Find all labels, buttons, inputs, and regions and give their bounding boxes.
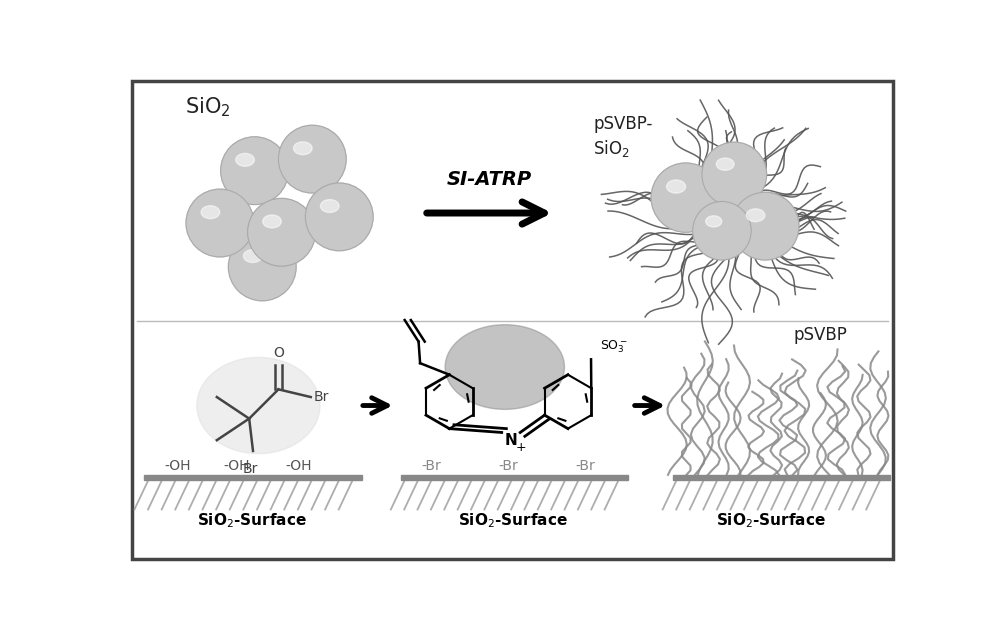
- Ellipse shape: [284, 127, 345, 187]
- Ellipse shape: [201, 206, 220, 218]
- Ellipse shape: [305, 183, 373, 251]
- Ellipse shape: [191, 191, 252, 251]
- Text: SI-ATRP: SI-ATRP: [447, 170, 532, 189]
- Ellipse shape: [657, 165, 719, 227]
- Ellipse shape: [651, 163, 720, 232]
- Ellipse shape: [746, 209, 765, 222]
- Ellipse shape: [223, 137, 288, 202]
- Ellipse shape: [186, 189, 254, 257]
- Text: SiO$_2$-Surface: SiO$_2$-Surface: [458, 511, 567, 530]
- Ellipse shape: [706, 216, 722, 227]
- Ellipse shape: [236, 153, 254, 166]
- Ellipse shape: [281, 126, 346, 191]
- Circle shape: [186, 189, 254, 257]
- Ellipse shape: [311, 184, 372, 246]
- Ellipse shape: [737, 194, 798, 254]
- Text: -Br: -Br: [499, 458, 519, 472]
- Circle shape: [702, 142, 767, 207]
- Text: -OH: -OH: [285, 458, 312, 472]
- Text: -OH: -OH: [164, 458, 191, 472]
- Ellipse shape: [221, 137, 288, 204]
- Text: SiO$_2$: SiO$_2$: [185, 95, 231, 118]
- Ellipse shape: [731, 192, 799, 260]
- Ellipse shape: [278, 125, 346, 193]
- Ellipse shape: [197, 358, 320, 454]
- Text: SiO$_2$-Surface: SiO$_2$-Surface: [716, 511, 825, 530]
- Ellipse shape: [707, 144, 765, 202]
- Ellipse shape: [226, 138, 287, 199]
- Bar: [144, 475, 362, 480]
- Circle shape: [305, 183, 373, 251]
- Ellipse shape: [667, 180, 686, 193]
- Circle shape: [228, 233, 296, 301]
- Ellipse shape: [693, 201, 751, 260]
- Text: pSVBP: pSVBP: [794, 327, 847, 344]
- Ellipse shape: [194, 191, 252, 249]
- Ellipse shape: [697, 203, 750, 255]
- Ellipse shape: [250, 199, 315, 263]
- Ellipse shape: [189, 190, 253, 254]
- Ellipse shape: [695, 202, 751, 258]
- Text: Br: Br: [243, 461, 258, 476]
- Ellipse shape: [705, 143, 766, 204]
- Text: +: +: [516, 441, 526, 454]
- Ellipse shape: [293, 142, 312, 154]
- Ellipse shape: [256, 201, 313, 258]
- Circle shape: [651, 163, 720, 232]
- FancyBboxPatch shape: [132, 80, 893, 559]
- Circle shape: [221, 137, 288, 204]
- Ellipse shape: [739, 194, 797, 252]
- Ellipse shape: [248, 198, 315, 266]
- Text: O: O: [273, 346, 284, 360]
- Ellipse shape: [234, 234, 295, 296]
- Ellipse shape: [445, 325, 564, 410]
- Ellipse shape: [320, 199, 339, 213]
- Text: SO$_3^-$: SO$_3^-$: [600, 339, 628, 355]
- Text: -Br: -Br: [422, 458, 442, 472]
- Ellipse shape: [314, 185, 371, 242]
- Ellipse shape: [710, 144, 765, 199]
- Ellipse shape: [702, 142, 767, 207]
- Circle shape: [731, 192, 799, 260]
- Ellipse shape: [654, 164, 720, 230]
- Ellipse shape: [700, 203, 749, 253]
- Ellipse shape: [237, 235, 294, 292]
- Ellipse shape: [716, 158, 734, 170]
- Ellipse shape: [734, 193, 798, 257]
- Circle shape: [693, 201, 751, 260]
- Ellipse shape: [243, 249, 262, 263]
- Ellipse shape: [308, 184, 372, 248]
- Text: -Br: -Br: [576, 458, 596, 472]
- Bar: [673, 475, 890, 480]
- Text: SiO$_2$-Surface: SiO$_2$-Surface: [197, 511, 307, 530]
- Bar: [401, 475, 628, 480]
- Ellipse shape: [263, 215, 281, 228]
- Text: Br: Br: [314, 390, 329, 404]
- Ellipse shape: [287, 127, 344, 185]
- Ellipse shape: [231, 234, 295, 298]
- Ellipse shape: [659, 165, 718, 224]
- Circle shape: [278, 125, 346, 193]
- Ellipse shape: [228, 233, 296, 301]
- Ellipse shape: [229, 139, 286, 196]
- Text: -OH: -OH: [224, 458, 250, 472]
- Text: pSVBP-
SiO$_2$: pSVBP- SiO$_2$: [593, 115, 653, 159]
- Circle shape: [248, 198, 315, 266]
- Ellipse shape: [253, 200, 314, 261]
- Text: N: N: [505, 433, 517, 448]
